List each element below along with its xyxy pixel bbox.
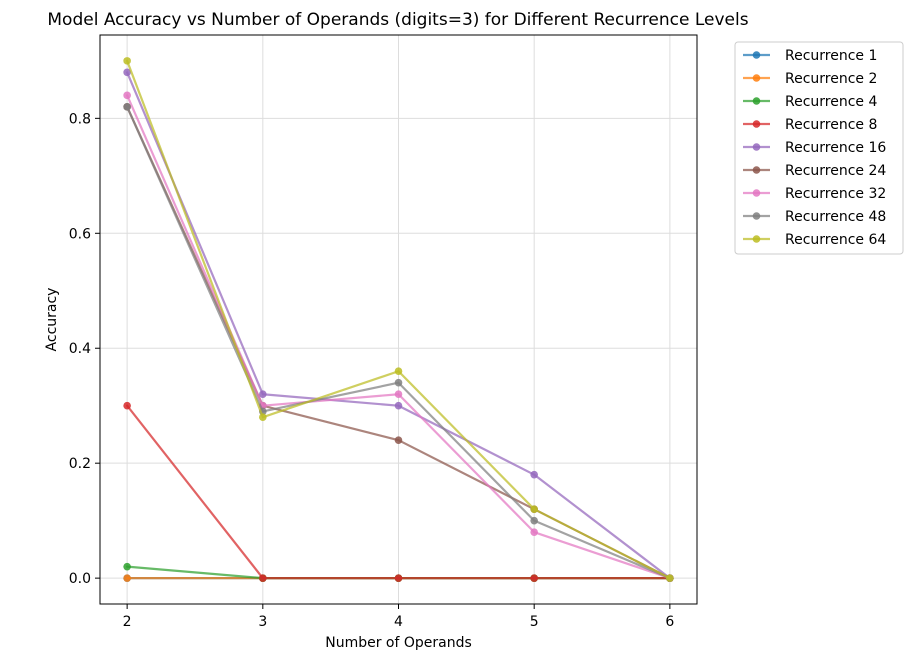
legend-marker (752, 51, 761, 59)
data-point (123, 68, 131, 77)
data-point (530, 470, 538, 479)
y-tick-label: 0.2 (69, 456, 91, 472)
legend-entry: Recurrence 16 (743, 140, 886, 156)
x-tick-label: 6 (665, 614, 674, 630)
data-point (123, 562, 131, 571)
legend-marker (752, 189, 761, 197)
legend-entry: Recurrence 48 (743, 209, 886, 225)
data-point (123, 401, 131, 410)
y-tick-label: 0.8 (69, 111, 91, 127)
x-tick-label: 5 (530, 614, 539, 630)
data-point (394, 378, 403, 387)
legend-label: Recurrence 16 (785, 140, 886, 156)
y-tick-label: 0.4 (69, 341, 91, 357)
legend-label: Recurrence 24 (785, 163, 886, 179)
legend-marker (752, 235, 761, 243)
y-axis-label: Accuracy (44, 288, 60, 352)
data-point (259, 390, 267, 399)
data-point (394, 574, 403, 582)
x-tick-label: 2 (123, 614, 132, 630)
legend-label: Recurrence 48 (785, 209, 886, 225)
legend-label: Recurrence 8 (785, 117, 877, 133)
data-point (530, 516, 538, 525)
data-point (666, 574, 674, 582)
data-point (123, 103, 131, 111)
data-point (394, 390, 403, 399)
legend-label: Recurrence 64 (785, 232, 886, 248)
y-tick-label: 0.0 (69, 571, 91, 587)
legend-entry: Recurrence 2 (743, 71, 877, 87)
data-point (123, 574, 131, 582)
series-recurrence-64 (123, 57, 674, 582)
legend-marker (752, 143, 761, 151)
legend-label: Recurrence 1 (785, 48, 877, 64)
data-point (259, 574, 267, 582)
data-point (123, 91, 131, 100)
legend-marker (752, 120, 761, 128)
data-point (259, 413, 267, 422)
x-tick-label: 4 (394, 614, 403, 630)
series-lines (123, 57, 674, 582)
data-point (394, 436, 403, 444)
data-point (530, 528, 538, 536)
data-point (394, 401, 403, 410)
legend-label: Recurrence 32 (785, 186, 886, 202)
legend-entry: Recurrence 24 (743, 163, 886, 179)
y-tick-label: 0.6 (69, 226, 91, 242)
legend-entry: Recurrence 8 (743, 117, 877, 133)
legend-marker (752, 166, 761, 174)
legend-label: Recurrence 4 (785, 94, 877, 110)
legend-marker (752, 97, 761, 105)
data-point (394, 367, 403, 376)
legend-entry: Recurrence 32 (743, 186, 886, 202)
data-point (123, 57, 131, 65)
legend-marker (752, 74, 761, 82)
legend-entry: Recurrence 4 (743, 94, 877, 110)
x-tick-label: 3 (258, 614, 267, 630)
data-point (530, 574, 538, 582)
legend-entry: Recurrence 64 (743, 232, 886, 248)
legend: Recurrence 1 Recurrence 2 Recurrence 4 Recu… (734, 41, 904, 255)
axis-ticks: 2 3 4 5 6 0.0 0.2 0.4 0.6 0.8 (69, 111, 675, 630)
legend-label: Recurrence 2 (785, 71, 877, 87)
legend-entry: Recurrence 1 (743, 48, 877, 64)
legend-marker (752, 212, 761, 220)
chart-title: Model Accuracy vs Number of Operands (di… (47, 10, 748, 30)
legend-frame (734, 41, 904, 255)
x-axis-label: Number of Operands (325, 635, 472, 651)
data-point (530, 505, 538, 513)
